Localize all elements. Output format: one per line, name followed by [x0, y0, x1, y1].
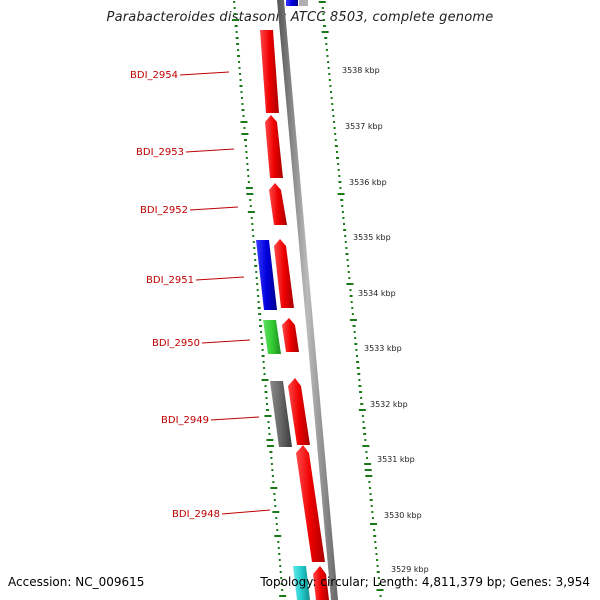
- gene-label: BDI_2953: [136, 147, 184, 158]
- gene-bdi-2948[interactable]: [296, 445, 325, 562]
- gene-bdi-2949[interactable]: [288, 378, 310, 445]
- kbp-tick-label: 3532 kbp: [370, 400, 408, 409]
- gene-bdi-2951-blue[interactable]: [256, 240, 277, 310]
- kbp-tick-label: 3534 kbp: [358, 289, 396, 298]
- gene-label: BDI_2950: [152, 338, 200, 349]
- gene-bdi-2950-green[interactable]: [263, 320, 281, 354]
- kbp-tick-label: 3536 kbp: [349, 178, 387, 187]
- gene-label: BDI_2951: [146, 275, 194, 286]
- gene-bdi-2952[interactable]: [269, 183, 287, 225]
- gene-label: BDI_2948: [172, 509, 220, 520]
- kbp-tick-label: 3529 kbp: [391, 565, 429, 574]
- backbone-track: [277, 0, 338, 600]
- map-title: Parabacteroides distasonis ATCC 8503, co…: [106, 10, 494, 25]
- gene-bdi-2950[interactable]: [282, 318, 299, 352]
- gene-label: BDI_2949: [161, 415, 209, 426]
- gene-bdi-2954[interactable]: [260, 30, 279, 113]
- gene-label: BDI_2954: [130, 70, 178, 81]
- kbp-tick-label: 3538 kbp: [342, 66, 380, 75]
- kbp-tick-label: 3530 kbp: [384, 511, 422, 520]
- kbp-tick-label: 3533 kbp: [364, 344, 402, 353]
- gene-label-group: BDI_2954 BDI_2953 BDI_2952 BDI_2951 BDI_…: [130, 70, 271, 520]
- accession-label: Accession: NC_009615: [8, 575, 145, 589]
- genome-info-label: Topology: circular; Length: 4,811,379 bp…: [260, 575, 590, 589]
- kbp-tick-label: 3537 kbp: [345, 122, 383, 131]
- gene-top-partial[interactable]: [286, 0, 308, 6]
- gene-bdi-2951[interactable]: [274, 239, 294, 308]
- gene-label: BDI_2952: [140, 205, 188, 216]
- kbp-scale: 3538 kbp 3537 kbp 3536 kbp 3535 kbp 3534…: [342, 66, 429, 574]
- kbp-tick-label: 3531 kbp: [377, 455, 415, 464]
- gene-bdi-2949-gray[interactable]: [270, 381, 292, 447]
- kbp-tick-label: 3535 kbp: [353, 233, 391, 242]
- gc-content-track: [232, 1, 384, 597]
- gene-bdi-2953[interactable]: [265, 115, 283, 178]
- gene-bottom-partial[interactable]: [293, 566, 329, 600]
